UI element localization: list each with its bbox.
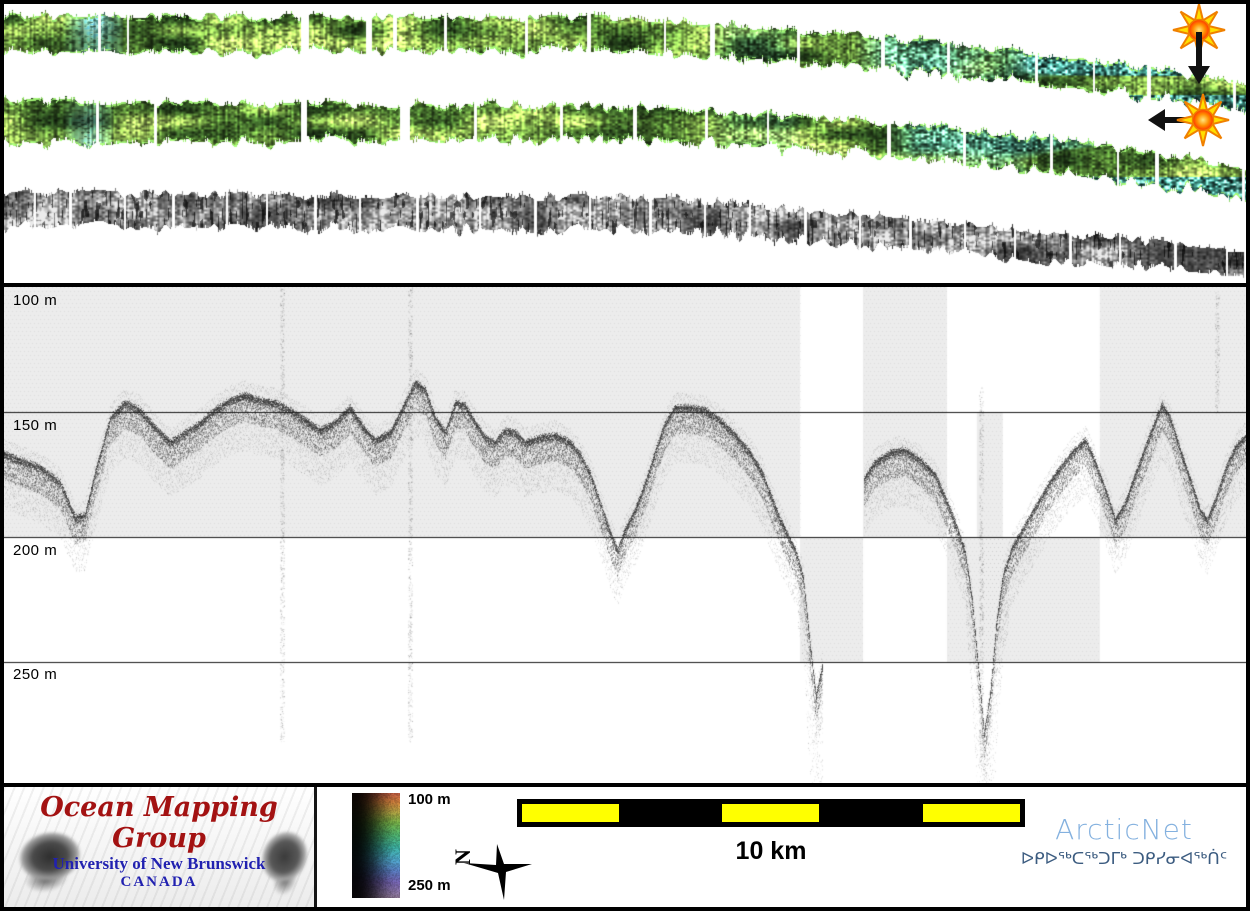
depth-label-100m: 100 m: [13, 292, 58, 309]
colorbar-top-label: 100 m: [408, 791, 451, 808]
footer-bar: Ocean Mapping Group University of New Br…: [4, 787, 1246, 907]
swath-section: [4, 4, 1246, 283]
arcticnet-logo: ArcticNet ᐅᑭᐅᖅᑕᖅᑐᒥᒃ ᑐᑭᓯᓂᐊᖅᑏᑦ: [1000, 813, 1248, 869]
sun-icon-north-illumination: [1172, 4, 1226, 84]
scale-bar-segment-yellow: [722, 804, 819, 822]
depth-label-200m: 200 m: [13, 542, 58, 559]
subbottom-profile-section: 100 m 150 m 200 m 250 m: [4, 287, 1246, 783]
sun-core-icon: [1191, 108, 1215, 132]
colorbar-bottom-label: 250 m: [408, 877, 451, 894]
depth-label-250m: 250 m: [13, 666, 58, 683]
scale-bar: [517, 799, 1025, 827]
omg-university: University of New Brunswick: [52, 854, 266, 873]
swath-imagery-canvas: [4, 4, 1246, 283]
arcticnet-name: ArcticNet: [1055, 813, 1193, 846]
omg-logo: Ocean Mapping Group University of New Br…: [4, 787, 317, 907]
depth-label-150m: 150 m: [13, 417, 58, 434]
down-arrow-icon: [1188, 32, 1210, 84]
arcticnet-inuktitut: ᐅᑭᐅᖅᑕᖅᑐᒥᒃ ᑐᑭᓯᓂᐊᖅᑏᑦ: [1020, 849, 1228, 869]
compass-north-label: N: [450, 849, 475, 865]
depth-colorbar: [352, 793, 400, 898]
compass-star: [464, 844, 532, 900]
north-arrow-icon: N: [450, 844, 532, 900]
omg-country: CANADA: [120, 874, 198, 890]
scale-bar-label: 10 km: [735, 837, 807, 865]
separator-top: [4, 283, 1246, 287]
illumination-overlay: [1148, 4, 1230, 147]
scale-bar-segment-yellow: [522, 804, 619, 822]
separator-bottom: [4, 783, 1246, 787]
echogram-canvas: [4, 287, 1246, 783]
scale-bar-segment-yellow: [923, 804, 1020, 822]
omg-title: Ocean Mapping Group: [40, 792, 278, 854]
sun-icon-west-illumination: [1148, 93, 1230, 147]
